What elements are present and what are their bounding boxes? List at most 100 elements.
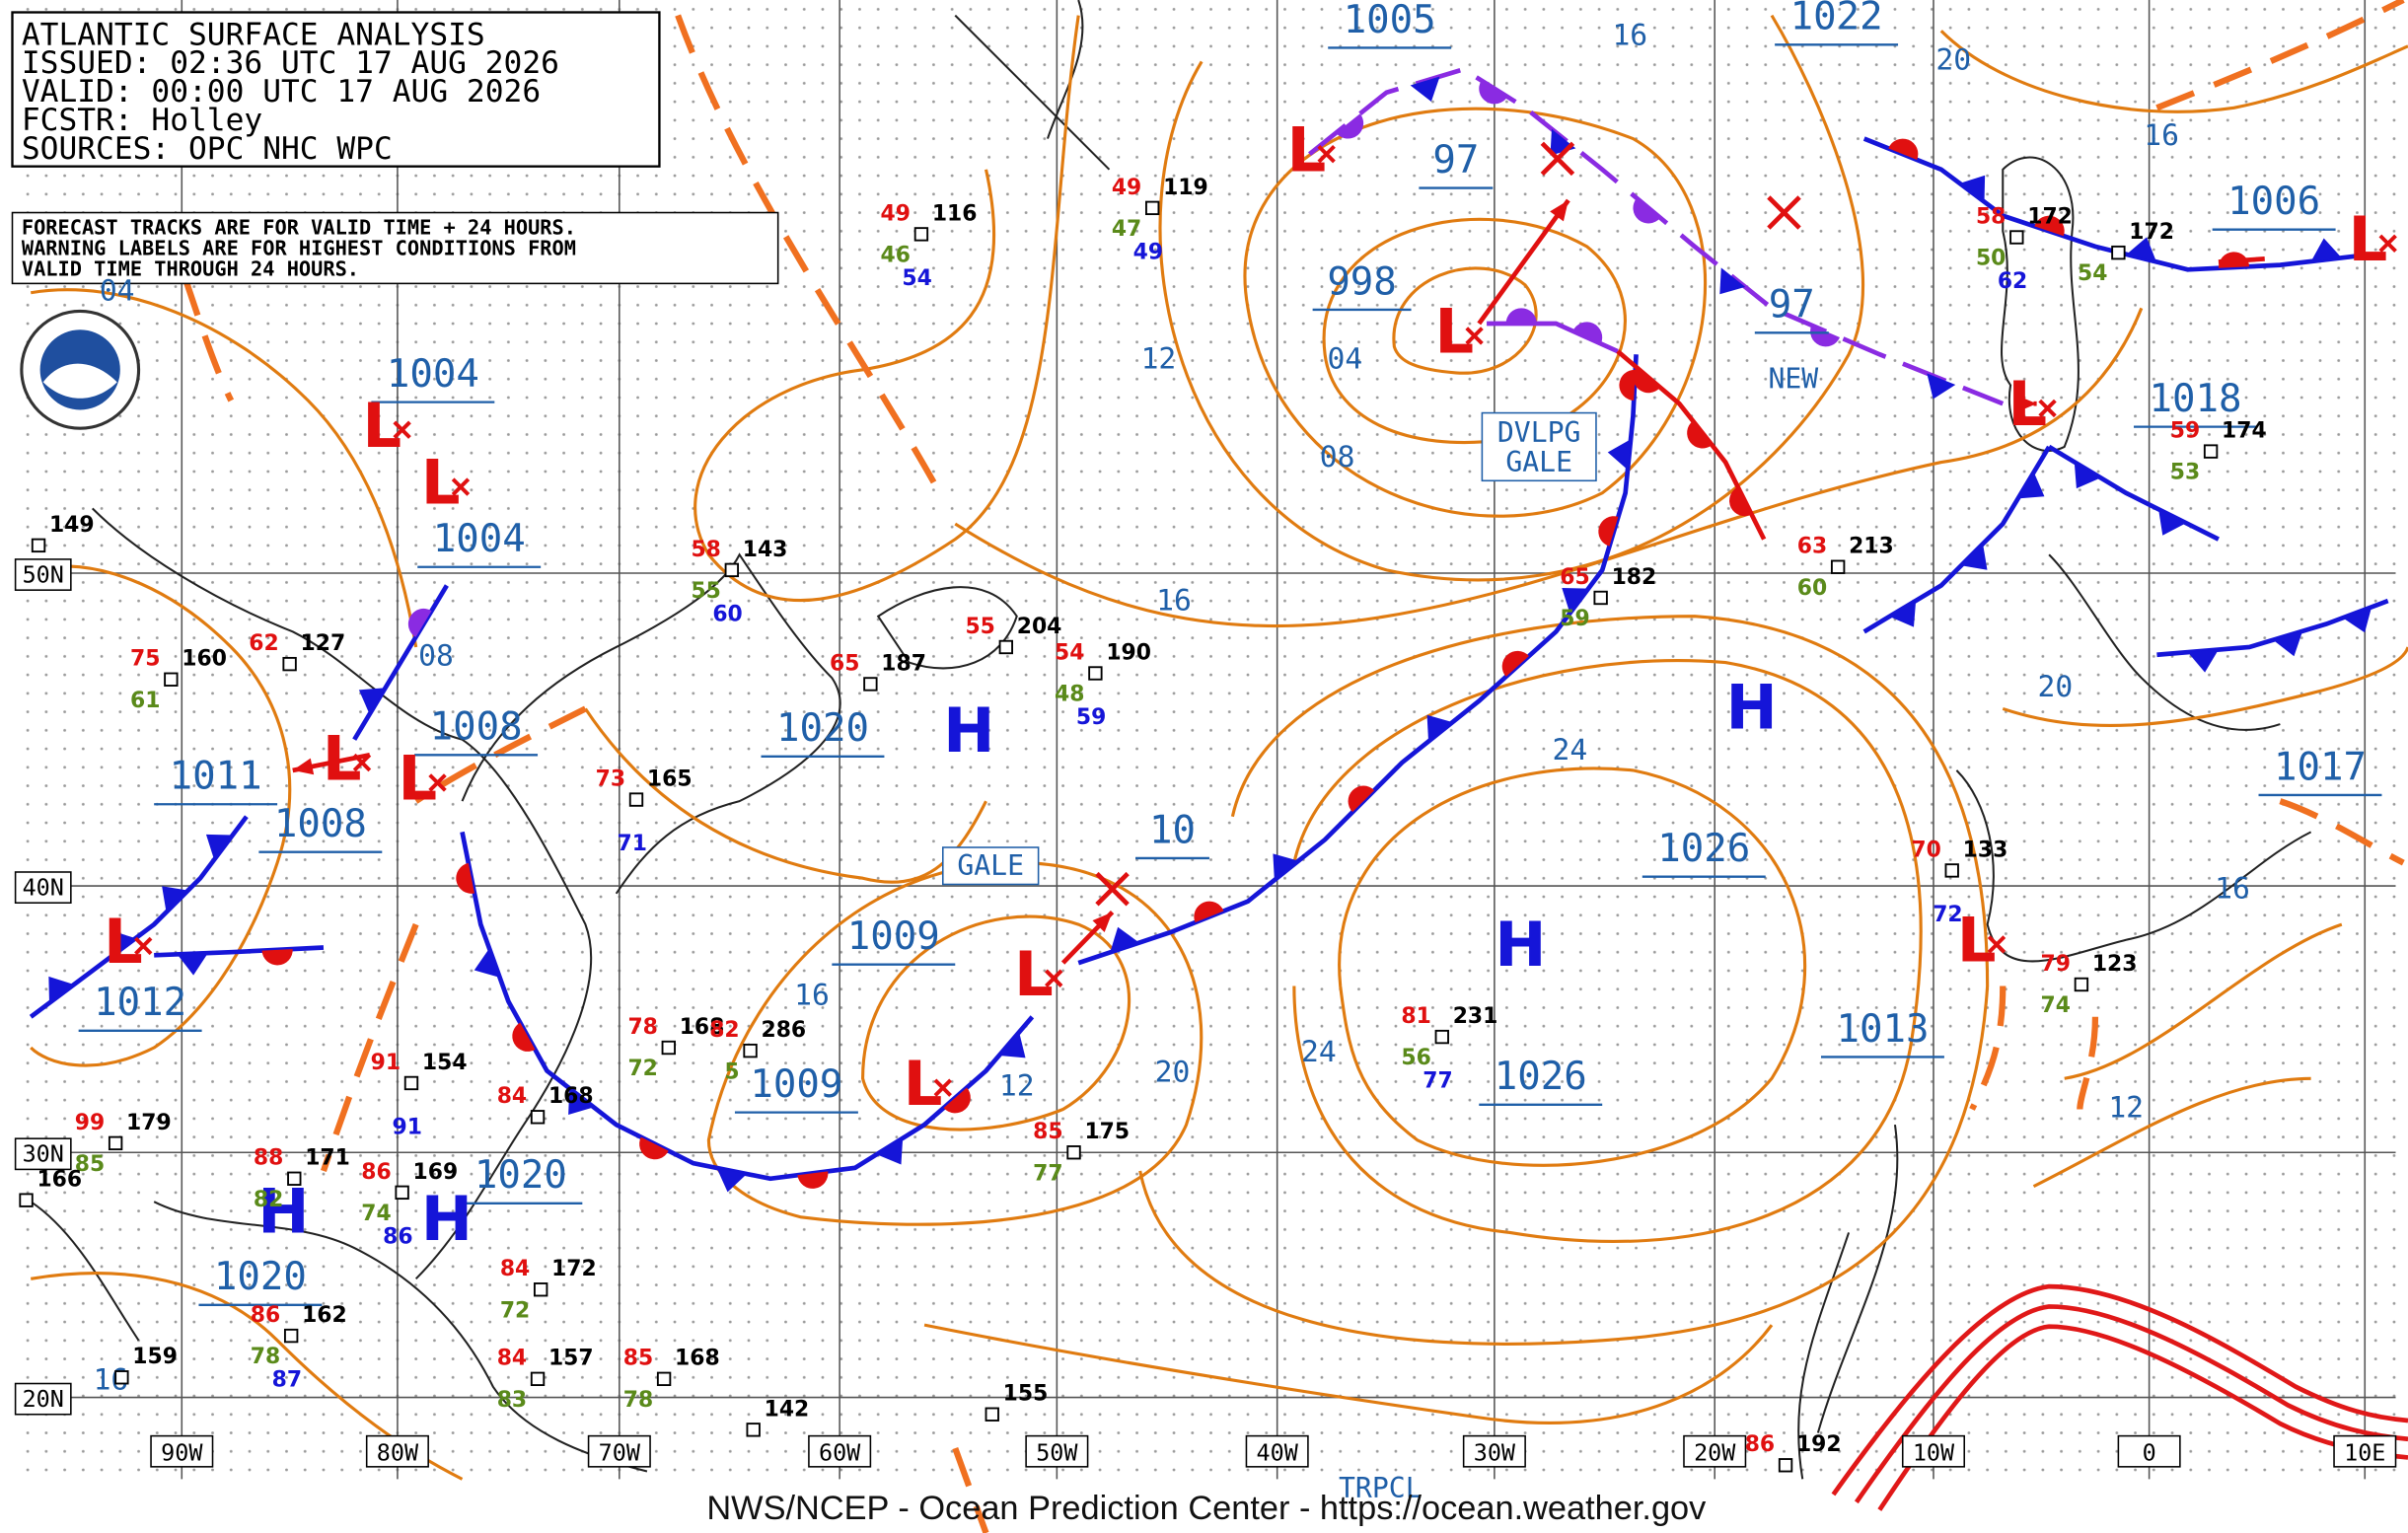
station-symbol [1778, 1458, 1793, 1473]
warm-front-lobe [1619, 369, 1636, 402]
lon-label: 0 [2143, 1439, 2156, 1467]
tropical-feature [1831, 1283, 2408, 1511]
station-dewpoint: 74 [361, 1202, 391, 1226]
warm-front-lobe [1888, 138, 1919, 160]
station-pressure: 168 [675, 1347, 720, 1371]
cold-front-barb [2126, 237, 2156, 262]
low-center-mark [1045, 969, 1063, 987]
station-pressure: 159 [132, 1345, 178, 1369]
station-symbol [1944, 863, 1959, 878]
station-dewpoint: 78 [251, 1345, 280, 1369]
lon-label-box [365, 1434, 429, 1468]
station-temperature: 84 [497, 1347, 527, 1371]
warning-label: DVLPG [1497, 416, 1581, 449]
pressure-label: 1011 [170, 755, 262, 799]
cold-front-barb [2158, 509, 2187, 536]
low-center-mark [2378, 234, 2397, 253]
low-center-mark [428, 773, 447, 792]
lon-label-box [2333, 1434, 2397, 1468]
station-extra: 49 [1133, 240, 1163, 264]
station-dewpoint: 56 [1401, 1046, 1430, 1070]
station-pressure: 172 [551, 1257, 597, 1281]
cold-front-barb [2017, 472, 2045, 499]
station-pressure: 160 [182, 647, 227, 672]
track-arrowhead [1550, 200, 1569, 222]
warm-front-lobe [1501, 650, 1529, 677]
warm-front-lobe [797, 1171, 829, 1189]
station-dewpoint: 72 [627, 1057, 657, 1081]
cold-front-barb [1273, 853, 1299, 881]
high-center: H [421, 1183, 473, 1255]
station-dewpoint: 83 [497, 1388, 527, 1413]
station-dewpoint: 72 [500, 1298, 530, 1323]
cold-front-barb [1719, 267, 1746, 295]
pressure-label: 1026 [1495, 1055, 1587, 1099]
lon-label-box [2117, 1434, 2181, 1468]
low-center-mark [933, 1078, 952, 1097]
cold-front-barb [1426, 714, 1453, 742]
station-extra: 72 [1933, 903, 1962, 927]
station-temperature: 49 [1112, 176, 1141, 200]
warm-front-lobe [1348, 785, 1375, 813]
warm-front-lobe [639, 1136, 669, 1160]
station-dewpoint: 77 [1033, 1161, 1062, 1186]
track-arrowhead [1092, 912, 1113, 932]
occluded-lobe [1479, 80, 1508, 105]
low-center-mark [134, 936, 153, 956]
low-center-mark [1317, 144, 1336, 164]
station-symbol [19, 1193, 34, 1207]
station-dewpoint: 48 [1055, 683, 1084, 707]
station-symbol [743, 1043, 758, 1058]
station-pressure: 231 [1453, 1004, 1498, 1029]
station-pressure: 204 [1017, 615, 1062, 639]
isobar-label: 08 [418, 638, 454, 673]
low-center-mark [451, 477, 471, 496]
station-symbol [114, 1370, 129, 1385]
station-symbol [108, 1135, 123, 1151]
notice-box [11, 211, 779, 285]
station-temperature: 70 [1911, 838, 1940, 862]
warning-box [942, 846, 1040, 886]
occluded-lobe [1810, 325, 1841, 347]
station-pressure: 119 [1163, 176, 1208, 200]
station-symbol [1066, 1145, 1081, 1160]
warm-front-lobe [456, 862, 474, 894]
station-pressure: 169 [413, 1160, 459, 1185]
pressure-label: 97 [1769, 283, 1815, 328]
station-temperature: 59 [2170, 419, 2200, 444]
station-pressure: 166 [36, 1168, 82, 1193]
low-center-mark [1987, 935, 2007, 954]
cold-front-barb [1110, 926, 1139, 953]
station-temperature: 49 [881, 201, 911, 226]
cold-front-barb [998, 1032, 1026, 1058]
warm-front-lobe [261, 949, 293, 966]
occluded-lobe [1633, 197, 1661, 224]
station-symbol [283, 1328, 299, 1344]
station-temperature: 91 [371, 1051, 401, 1075]
pressure-label: 1005 [1344, 0, 1436, 42]
station-pressure: 174 [2222, 419, 2267, 444]
pressure-label: 1018 [2149, 377, 2241, 421]
station-dewpoint: 50 [1976, 247, 2006, 271]
station-pressure: 162 [302, 1303, 347, 1328]
station-symbol [530, 1371, 546, 1387]
pressure-label: 1009 [847, 914, 940, 959]
uk-front [1862, 136, 2373, 272]
isobar-label: 16 [2215, 871, 2250, 906]
isobar-label: 16 [1612, 17, 1647, 51]
station-extra: 60 [712, 602, 742, 626]
lon-label-box [808, 1434, 872, 1468]
station-dewpoint: 53 [2170, 461, 2200, 485]
station-temperature: 62 [249, 631, 278, 656]
warning-label: NEW [1768, 363, 1818, 396]
low-center-mark [1465, 327, 1484, 345]
station-temperature: 85 [1033, 1120, 1062, 1144]
lat-label: 30N [23, 1140, 64, 1168]
station-temperature: 75 [130, 647, 160, 672]
lat-label: 20N [23, 1385, 64, 1413]
station-pressure: 116 [932, 201, 978, 226]
lat-label-box [14, 558, 72, 591]
station-dewpoint: 85 [75, 1152, 105, 1177]
cold-front-barb [205, 834, 233, 860]
lon-label-box [587, 1434, 651, 1468]
